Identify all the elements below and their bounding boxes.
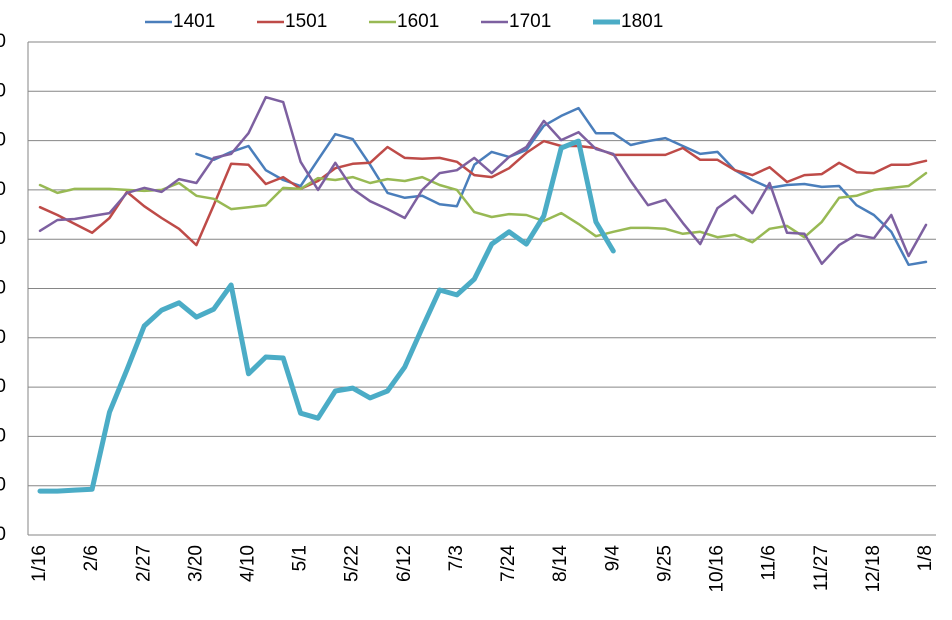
series-line <box>38 139 928 247</box>
x-tick-label: 5/22 <box>342 545 363 582</box>
x-tick-label: 1/8 <box>915 545 936 571</box>
x-tick-label: 10/16 <box>707 545 728 593</box>
x-tick-label: 4/10 <box>237 545 258 582</box>
y-tick-label: 0 <box>0 425 6 446</box>
y-tick-label: 0 <box>0 179 6 200</box>
x-tick-label: 8/14 <box>550 545 571 582</box>
series-line <box>37 138 616 494</box>
series-line <box>38 95 928 266</box>
y-tick-label: 0 <box>0 376 6 397</box>
legend-label: 1701 <box>509 11 551 32</box>
y-tick-label: 0 <box>0 80 6 101</box>
x-tick-label: 11/6 <box>759 545 780 581</box>
x-tick-label: 5/1 <box>290 545 311 571</box>
x-tick-label: 6/12 <box>394 545 415 582</box>
y-tick-label: 0 <box>0 524 6 545</box>
legend-label: 1501 <box>285 11 327 32</box>
y-tick-label: 0 <box>0 130 6 151</box>
y-tick-label: 0 <box>0 475 6 496</box>
y-tick-label: 0 <box>0 278 6 299</box>
y-tick-label: 0 <box>0 327 6 348</box>
y-tick-label: 0 <box>0 228 6 249</box>
x-tick-label: 7/24 <box>498 545 519 582</box>
x-tick-label: 12/18 <box>863 545 884 593</box>
legend-label: 1601 <box>397 11 439 32</box>
legend-label: 1401 <box>173 11 215 32</box>
x-tick-label: 9/4 <box>602 545 623 572</box>
x-tick-label: 1/16 <box>29 545 50 582</box>
series-line <box>38 171 928 244</box>
x-tick-label: 7/3 <box>446 545 467 571</box>
x-tick-label: 2/6 <box>81 545 102 571</box>
y-tick-label: 0 <box>0 31 6 52</box>
legend-label: 1801 <box>621 11 663 32</box>
x-tick-label: 9/25 <box>654 545 675 582</box>
x-tick-label: 2/27 <box>133 545 154 582</box>
x-tick-label: 3/20 <box>185 545 206 582</box>
x-tick-label: 11/27 <box>811 545 832 591</box>
series-line <box>195 106 928 267</box>
